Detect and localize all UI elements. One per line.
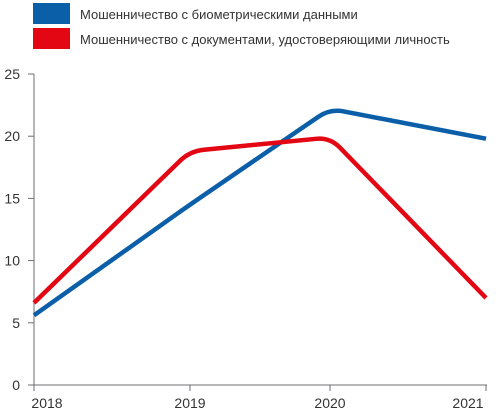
legend-label-documents: Мошенничество с документами, удостоверяю…: [80, 32, 450, 47]
y-tick-label: 10: [4, 253, 20, 269]
y-tick-label: 20: [4, 128, 20, 144]
legend: Мошенничество с биометрическими данными …: [33, 3, 450, 49]
y-axis-ticks: 0 5 10 15 20 25: [4, 66, 34, 393]
axes: [33, 74, 487, 386]
legend-swatch-documents: [33, 28, 70, 49]
x-tick-label: 2019: [174, 395, 205, 411]
y-tick-label: 5: [12, 315, 20, 331]
y-tick-label: 0: [12, 377, 20, 393]
series-line-documents: [32, 136, 488, 305]
x-tick-label: 2021: [452, 395, 483, 411]
legend-swatch-biometric: [33, 3, 70, 24]
y-tick-label: 15: [4, 190, 20, 206]
y-tick-label: 25: [4, 66, 20, 82]
series-layer: [32, 108, 488, 318]
x-axis-ticks: 2018 2019 2020 2021: [31, 385, 487, 411]
series-line-biometric: [32, 108, 487, 318]
x-tick-label: 2020: [314, 395, 345, 411]
legend-label-biometric: Мошенничество с биометрическими данными: [80, 7, 358, 22]
x-tick-label: 2018: [31, 395, 62, 411]
